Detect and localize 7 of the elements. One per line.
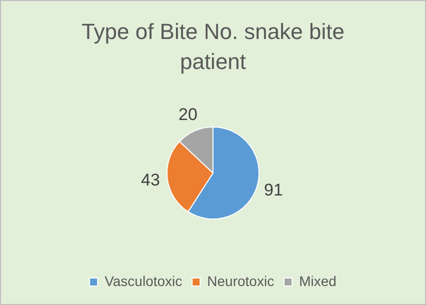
legend-label: Mixed [299, 272, 336, 289]
chart-title: Type of Bite No. snake bite patient [80, 18, 346, 76]
data-label: 91 [264, 180, 283, 200]
legend-label: Vasculotoxic [104, 272, 182, 289]
data-label: 43 [141, 170, 160, 190]
legend-label: Neurotoxic [207, 272, 274, 289]
data-label: 20 [178, 104, 198, 124]
